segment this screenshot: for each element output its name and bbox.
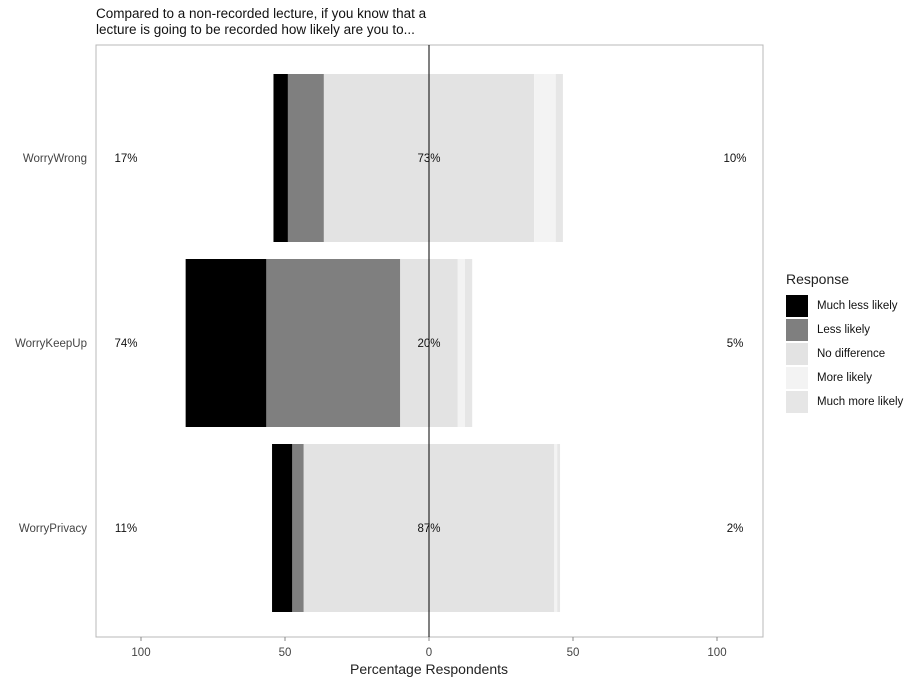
x-tick-label: 50 xyxy=(279,647,292,659)
bar-worrykeepup-less-likely xyxy=(266,259,401,427)
x-tick-label: 100 xyxy=(707,647,726,659)
legend-key-less-likely xyxy=(786,319,808,341)
bar-worrywrong-more-likely xyxy=(534,74,556,242)
legend-key-much-less-likely xyxy=(786,295,808,317)
pct-label-worrykeepup-left: 74% xyxy=(114,338,137,350)
legend-item-no-difference: No difference xyxy=(786,342,903,366)
legend-item-much-more-likely: Much more likely xyxy=(786,390,903,414)
bar-worrykeepup-much-more-likely xyxy=(465,259,473,427)
y-tick-label-worryprivacy: WorryPrivacy xyxy=(19,523,87,535)
chart-title-line-2: lecture is going to be recorded how like… xyxy=(96,22,415,37)
bar-worrykeepup-more-likely xyxy=(457,259,465,427)
x-tick-label: 0 xyxy=(426,647,432,659)
chart-title-line-1: Compared to a non-recorded lecture, if y… xyxy=(96,6,427,21)
legend-label-much-more-likely: Much more likely xyxy=(817,396,904,408)
bar-worryprivacy-more-likely xyxy=(554,444,558,612)
legend-items: Much less likely Less likely No difference… xyxy=(786,294,903,414)
chart-title: Compared to a non-recorded lecture, if y… xyxy=(96,6,426,38)
pct-label-worryprivacy-center: 87% xyxy=(417,523,440,535)
legend-key-more-likely xyxy=(786,367,808,389)
bar-worryprivacy-much-more-likely xyxy=(557,444,561,612)
bar-worrywrong-much-more-likely xyxy=(555,74,563,242)
legend-label-much-less-likely: Much less likely xyxy=(817,300,898,312)
legend-item-much-less-likely: Much less likely xyxy=(786,294,903,318)
legend-item-less-likely: Less likely xyxy=(786,318,903,342)
pct-label-worrywrong-center: 73% xyxy=(417,153,440,165)
y-tick-label-worrywrong: WorryWrong xyxy=(23,153,87,165)
pct-label-worryprivacy-left: 11% xyxy=(115,523,137,535)
percentage-labels: 17% 73% 10% 74% 20% 5% 11% 87% 2% xyxy=(114,153,746,535)
legend: Response Much less likely Less likely No d… xyxy=(786,271,903,414)
pct-label-worrykeepup-right: 5% xyxy=(727,338,744,350)
pct-label-worrywrong-right: 10% xyxy=(723,153,746,165)
x-axis-label: Percentage Respondents xyxy=(350,661,508,677)
bar-worrywrong-less-likely xyxy=(287,74,324,242)
x-tick-label: 100 xyxy=(131,647,150,659)
pct-label-worryprivacy-right: 2% xyxy=(727,523,744,535)
legend-label-no-difference: No difference xyxy=(817,348,886,360)
legend-key-no-difference xyxy=(786,343,808,365)
legend-title: Response xyxy=(786,271,850,287)
legend-key-much-more-likely xyxy=(786,391,808,413)
y-tick-label-worrykeepup: WorryKeepUp xyxy=(15,338,87,350)
legend-label-more-likely: More likely xyxy=(817,372,872,384)
x-axis: 100 50 0 50 100 xyxy=(131,637,727,659)
bar-worrywrong-much-less-likely xyxy=(273,74,288,242)
legend-label-less-likely: Less likely xyxy=(817,324,871,336)
y-axis-labels: WorryWrong WorryKeepUp WorryPrivacy xyxy=(15,153,87,535)
pct-label-worrykeepup-center: 20% xyxy=(417,338,440,350)
x-tick-label: 50 xyxy=(567,647,580,659)
bar-worryprivacy-less-likely xyxy=(292,444,304,612)
bar-worryprivacy-much-less-likely xyxy=(272,444,293,612)
bar-worrykeepup-much-less-likely xyxy=(185,259,267,427)
legend-item-more-likely: More likely xyxy=(786,366,903,390)
pct-label-worrywrong-left: 17% xyxy=(114,153,137,165)
